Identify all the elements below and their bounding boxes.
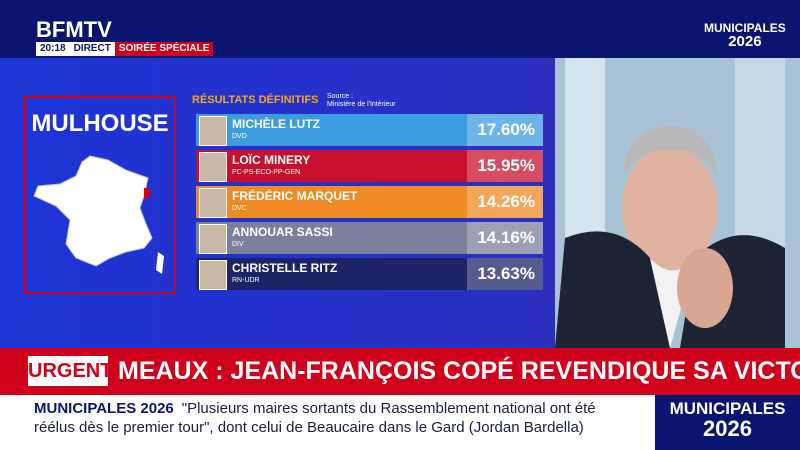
results-title: RÉSULTATS DÉFINITIFS (192, 94, 319, 106)
candidate-party: DVC (232, 205, 247, 212)
candidate-row: ANNOUAR SASSI DIV 14.16% (196, 222, 543, 254)
candidate-score: 13.63% (477, 264, 535, 283)
score-box: 14.16% (467, 222, 543, 254)
candidate-row: CHRISTELLE RITZ RN-UDR 13.63% (196, 258, 543, 290)
candidate-photo (199, 152, 227, 182)
candidate-name: LOÏC MINERY (232, 153, 311, 167)
score-box: 13.63% (467, 258, 543, 290)
candidate-photo (199, 260, 227, 290)
presenter-image (555, 58, 800, 348)
candidate-party: RN-UDR (232, 277, 260, 284)
top-badge: MUNICIPALES 2026 (704, 21, 786, 50)
candidate-name: CHRISTELLE RITZ (232, 261, 338, 275)
candidate-party: DIV (232, 241, 244, 248)
ticker: MUNICIPALES 2026 "Plusieurs maires sortan… (0, 395, 800, 450)
source-label: Source : (327, 93, 354, 100)
candidate-score: 17.60% (477, 120, 535, 139)
badge-line: 2026 (703, 416, 752, 441)
badge-line: MUNICIPALES (669, 399, 786, 418)
live: DIRECT (69, 42, 115, 56)
logo: BFMTV (36, 17, 112, 42)
france-map (33, 155, 164, 274)
candidate-photo (199, 224, 227, 254)
candidate-row: MICHÈLE LUTZ DVD 17.60% (196, 114, 543, 146)
time: 20:18 (36, 42, 70, 56)
program: SOIRÉE SPÉCIALE (114, 42, 214, 56)
urgent-bar: URGENT MEAUX : JEAN-FRANÇOIS COPÉ REVEND… (0, 348, 800, 395)
ticker-label: MUNICIPALES 2026 (34, 400, 174, 417)
candidate-score: 15.95% (477, 156, 535, 175)
source: Source : Ministère de l'Intérieur (327, 93, 396, 109)
headline: MEAUX : JEAN-FRANÇOIS COPÉ REVENDIQUE SA… (118, 357, 800, 385)
badge-line: 2026 (728, 33, 762, 50)
score-box: 15.95% (467, 150, 543, 182)
ticker-text-block: MUNICIPALES 2026 "Plusieurs maires sortan… (34, 399, 634, 437)
candidate-row: LOÏC MINERY PC-PS-ECO-PP-GEN 15.95% (196, 150, 543, 182)
candidate-name: ANNOUAR SASSI (232, 225, 333, 239)
candidate-name: MICHÈLE LUTZ (232, 117, 320, 131)
badge-line: MUNICIPALES (704, 21, 786, 35)
live-strip: 20:18 DIRECT SOIRÉE SPÉCIALE (36, 42, 214, 56)
map-box: MULHOUSE (24, 96, 176, 294)
bottom-badge: MUNICIPALES 2026 (655, 395, 800, 450)
score-box: 14.26% (467, 186, 543, 218)
city: MULHOUSE (31, 110, 169, 137)
candidate-name: FRÉDÉRIC MARQUET (232, 189, 358, 203)
source-text: Ministère de l'Intérieur (327, 101, 396, 108)
candidate-party: PC-PS-ECO-PP-GEN (232, 169, 301, 176)
candidate-score: 14.26% (477, 192, 535, 211)
candidate-photo (199, 116, 227, 146)
score-box: 17.60% (467, 114, 543, 146)
urgent-tag: URGENT (28, 356, 112, 386)
candidate-party: DVD (232, 133, 247, 140)
candidate-photo (199, 188, 227, 218)
candidate-row: FRÉDÉRIC MARQUET DVC 14.26% (196, 186, 543, 218)
ticker-text: "Plusieurs maires sortants du Rassemblem… (34, 400, 596, 436)
candidate-score: 14.16% (477, 228, 535, 247)
